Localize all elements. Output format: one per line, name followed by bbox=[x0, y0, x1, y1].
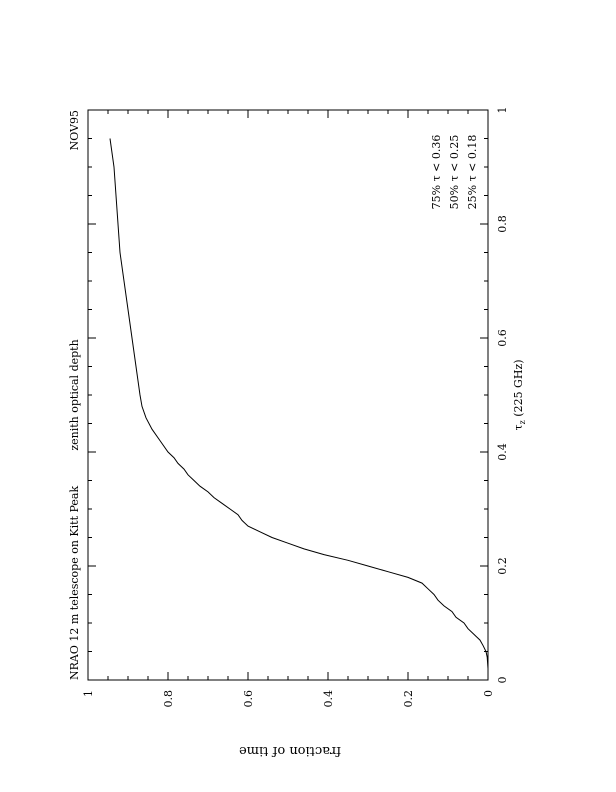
x-tick-label: 0.2 bbox=[496, 557, 509, 575]
axis-tick-labels: 0 0.2 0.4 0.6 0.8 1 0 0.2 0.4 0.6 0.8 1 bbox=[82, 107, 509, 708]
axis-ticks bbox=[87, 109, 489, 681]
x-axis-label-tau: τ bbox=[512, 424, 525, 430]
date-label: NOV95 bbox=[68, 110, 81, 150]
x-axis-label: τz (225 GHz) bbox=[512, 359, 527, 430]
x-tick-label: 0.6 bbox=[496, 329, 509, 347]
chart-title: NRAO 12 m telescope on Kitt Peak bbox=[68, 486, 81, 680]
x-axis-label-rest: (225 GHz) bbox=[512, 359, 525, 420]
y-tick-label: 1 bbox=[82, 690, 95, 697]
chart-subtitle: zenith optical depth bbox=[68, 339, 81, 450]
annotation-75: 75% τ < 0.36 bbox=[430, 135, 443, 210]
x-tick-label: 0 bbox=[496, 677, 509, 684]
y-tick-label: 0.4 bbox=[322, 690, 335, 708]
y-tick-label: 0.8 bbox=[162, 690, 175, 708]
cumulative-curve bbox=[109, 138, 489, 680]
y-tick-label: 0 bbox=[482, 690, 495, 697]
x-tick-label: 0.8 bbox=[496, 215, 509, 233]
x-tick-label: 1 bbox=[496, 107, 509, 114]
y-tick-label: 0.6 bbox=[242, 690, 255, 708]
y-tick-label: 0.2 bbox=[402, 690, 415, 708]
x-axis-label-sub: z bbox=[518, 420, 527, 424]
x-tick-label: 0.4 bbox=[496, 443, 509, 461]
y-axis-label: fraction of time bbox=[239, 743, 341, 758]
annotation-25: 25% τ < 0.18 bbox=[466, 135, 479, 210]
annotation-50: 50% τ < 0.25 bbox=[448, 135, 461, 210]
plot-frame bbox=[87, 109, 489, 681]
